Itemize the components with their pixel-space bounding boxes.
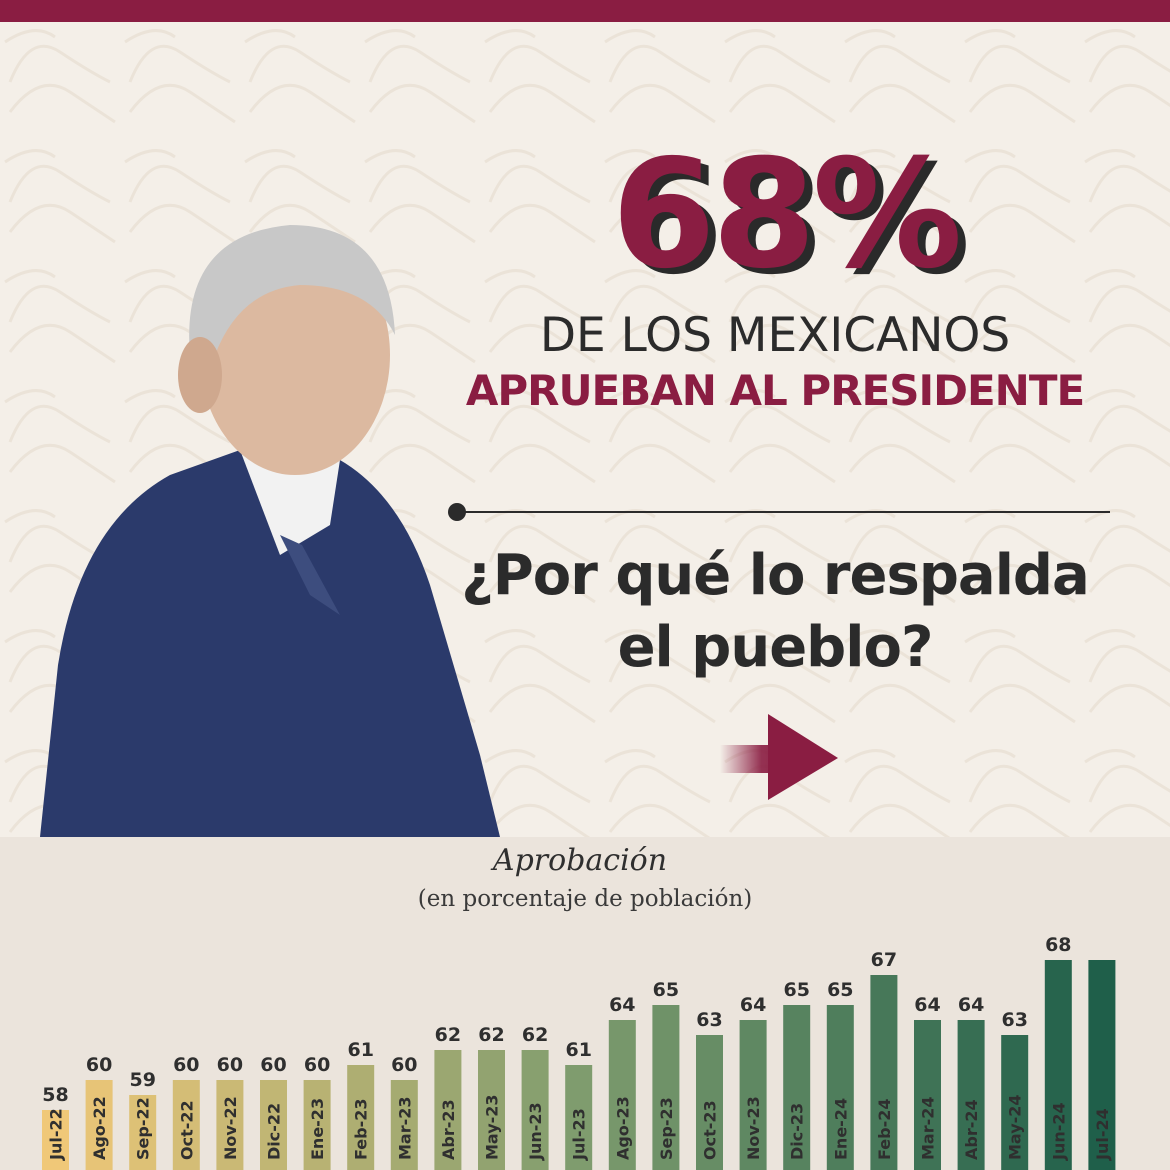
bar-Mar-23 [390, 1080, 418, 1170]
category-label: Ene-23 [308, 1098, 327, 1160]
question-text: ¿Por qué lo respalda el pueblo? [461, 543, 1090, 680]
approval-bar-chart: 58 Jul-22 60 Ago-22 59 Sep-22 60 Oct-22 60 Nov-22… [42, 934, 1116, 1170]
bar-Nov-23 [739, 1020, 767, 1170]
value-label: 64 [740, 994, 766, 1016]
value-label: 61 [565, 1039, 591, 1061]
value-label: 65 [653, 979, 679, 1001]
chart-title: Aprobación [492, 843, 668, 878]
value-label: 60 [173, 1054, 199, 1076]
bar-Dic-22 [260, 1080, 287, 1170]
value-label: 63 [1001, 1009, 1027, 1031]
category-label: Jun-23 [526, 1102, 545, 1161]
value-label: 64 [958, 994, 984, 1016]
bar-Jul-22 [42, 1110, 69, 1170]
divider-line [456, 511, 1110, 513]
value-label: 60 [86, 1054, 112, 1076]
bar-Ago-23 [608, 1020, 636, 1170]
category-label: Jun-24 [1049, 1102, 1068, 1161]
category-label: Ago-23 [613, 1096, 632, 1160]
bar-Ago-22 [85, 1080, 113, 1170]
bar-Dic-23 [783, 1005, 811, 1170]
value-label: 62 [478, 1024, 504, 1046]
value-label: 60 [260, 1054, 286, 1076]
divider-dot [448, 503, 466, 521]
category-label: May-23 [483, 1094, 502, 1160]
category-label: Oct-23 [701, 1100, 720, 1160]
category-label: Feb-23 [352, 1099, 371, 1161]
category-label: Feb-24 [875, 1099, 894, 1161]
category-label: May-24 [1006, 1094, 1025, 1160]
portrait-photo [40, 225, 500, 837]
value-label: 59 [129, 1069, 155, 1091]
bar-Abr-24 [957, 1020, 985, 1170]
category-label: Abr-23 [439, 1099, 458, 1160]
bar-Jun-23 [521, 1050, 549, 1170]
value-label: 62 [522, 1024, 548, 1046]
category-label: Jul-23 [570, 1108, 589, 1161]
category-label: Mar-23 [395, 1096, 414, 1160]
bar-Jun-24 [1044, 960, 1072, 1170]
bar-May-24 [1001, 1035, 1029, 1170]
category-label: Jul-24 [1093, 1108, 1112, 1161]
value-label: 65 [783, 979, 809, 1001]
category-label: Dic-22 [265, 1103, 284, 1160]
bar-Abr-23 [434, 1050, 462, 1170]
value-label: 60 [304, 1054, 330, 1076]
headline-line1: DE LOS MEXICANOS [539, 308, 1011, 363]
bar-Jul-24 [1088, 960, 1116, 1170]
category-label: Jul-22 [47, 1108, 66, 1161]
value-label: 68 [1045, 934, 1071, 956]
arrow-right-icon[interactable] [720, 712, 840, 802]
category-label: Abr-24 [962, 1099, 981, 1160]
value-label: 60 [217, 1054, 243, 1076]
category-label: Sep-23 [657, 1097, 676, 1160]
approval-percentage: 68% [611, 128, 962, 302]
category-label: Sep-22 [134, 1097, 153, 1160]
bar-Mar-24 [914, 1020, 941, 1170]
bar-Feb-23 [347, 1065, 375, 1170]
bar-Sep-23 [652, 1005, 680, 1170]
bar-Oct-23 [696, 1035, 723, 1170]
bar-May-23 [478, 1050, 505, 1170]
chart-subtitle: (en porcentaje de población) [417, 886, 753, 912]
headline-line2: APRUEBAN AL PRESIDENTE [465, 366, 1085, 415]
value-label: 65 [827, 979, 853, 1001]
value-label: 64 [609, 994, 635, 1016]
value-label: 62 [435, 1024, 461, 1046]
bar-Feb-24 [870, 975, 898, 1170]
value-label: 64 [914, 994, 940, 1016]
category-label: Ene-24 [831, 1098, 850, 1160]
value-label: 67 [871, 949, 897, 971]
bar-Ene-24 [826, 1005, 854, 1170]
value-label: 61 [347, 1039, 373, 1061]
bar-Jul-23 [565, 1065, 593, 1170]
category-label: Nov-23 [744, 1096, 763, 1160]
category-label: Ago-22 [90, 1096, 109, 1160]
bar-Sep-22 [129, 1095, 157, 1170]
bar-Ene-23 [303, 1080, 331, 1170]
top-brand-bar [0, 0, 1170, 22]
category-label: Dic-23 [788, 1103, 807, 1160]
category-label: Oct-22 [177, 1100, 196, 1160]
value-label: 58 [42, 1084, 68, 1106]
category-label: Nov-22 [221, 1096, 240, 1160]
value-label: 60 [391, 1054, 417, 1076]
category-label: Mar-24 [919, 1096, 938, 1160]
value-label: 63 [696, 1009, 722, 1031]
bar-Nov-22 [216, 1080, 244, 1170]
bar-Oct-22 [172, 1080, 200, 1170]
